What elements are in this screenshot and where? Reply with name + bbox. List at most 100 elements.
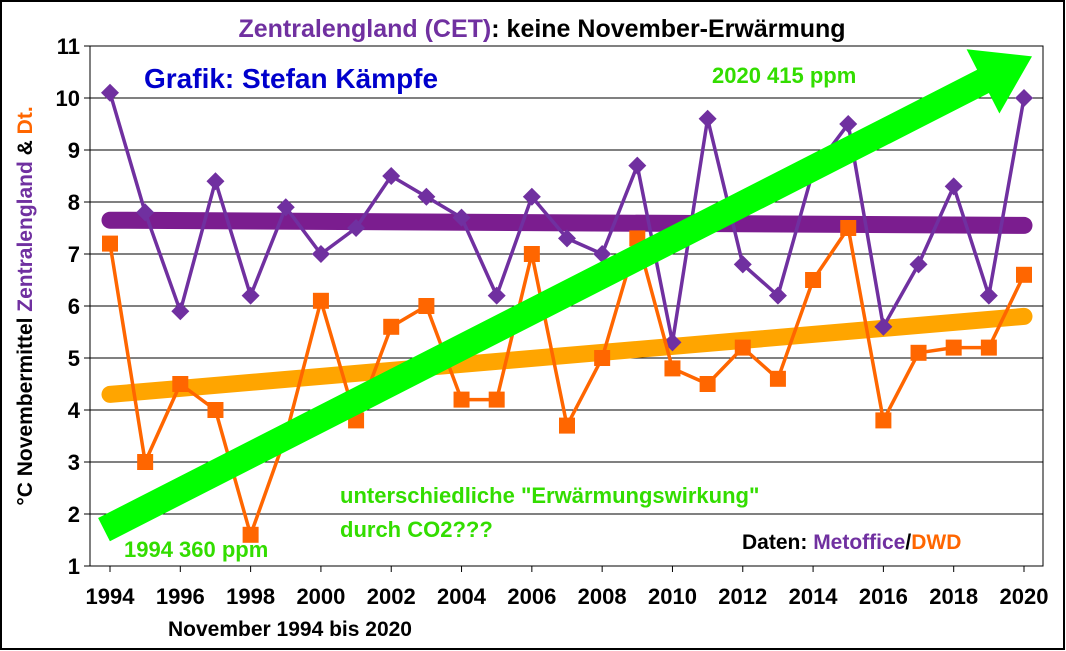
- point-dwd: [734, 339, 751, 356]
- point-dwd: [453, 391, 470, 408]
- plot-area: 1 2 3 4 5 6 7 8 9 10 11 1994 1996 1998 2000 2002 2004 20…: [56, 34, 1049, 609]
- y-tick-label: 5: [68, 346, 80, 371]
- x-tick-label: 2010: [648, 584, 697, 609]
- chart-title: Zentralengland (CET): keine November-Erw…: [238, 15, 845, 43]
- point-metoffice: [101, 83, 119, 102]
- point-dwd: [594, 350, 611, 366]
- source-legend: Daten: Metoffice/DWD: [742, 531, 961, 554]
- y-tick-label: 4: [68, 398, 81, 423]
- x-tick-label: 2004: [437, 584, 487, 609]
- point-metoffice: [768, 286, 787, 305]
- point-metoffice: [311, 245, 330, 263]
- point-dwd: [102, 235, 118, 252]
- point-metoffice: [698, 109, 717, 128]
- point-dwd: [172, 376, 189, 392]
- x-tick-label: 1994: [86, 584, 136, 609]
- point-metoffice: [347, 219, 366, 237]
- point-metoffice: [593, 245, 612, 263]
- x-tick-label: 1996: [156, 584, 205, 609]
- y-axis-label-part1: °C Novembermittel: [14, 312, 37, 506]
- x-tick-label: 2016: [859, 584, 908, 609]
- co2-end-label: 2020 415 ppm: [712, 63, 856, 88]
- source-metoffice: Metoffice: [813, 531, 905, 554]
- point-metoffice: [206, 172, 225, 191]
- point-dwd: [699, 376, 716, 392]
- x-tick-label: 2018: [929, 584, 978, 609]
- trend-line-metoffice: [101, 211, 1033, 234]
- trend-lines: [101, 211, 1033, 403]
- co2-arrow: [98, 49, 1033, 542]
- point-metoffice: [136, 203, 155, 222]
- point-metoffice: [909, 255, 928, 274]
- y-tick-label: 2: [68, 502, 80, 527]
- x-tick-label: 2000: [296, 584, 345, 609]
- y-tick-label: 10: [56, 86, 80, 111]
- point-dwd: [805, 272, 822, 288]
- source-dwd: DWD: [911, 531, 961, 554]
- co2-start-label: 1994 360 ppm: [124, 537, 268, 562]
- y-tick-label: 11: [57, 34, 80, 59]
- x-tick-label: 2014: [789, 584, 839, 609]
- point-dwd: [383, 318, 400, 335]
- point-dwd: [418, 298, 435, 314]
- x-tick-label: 2006: [507, 584, 556, 609]
- chart-title-part2: : keine November-Erwärmung: [491, 15, 845, 43]
- trend-line-dwd: [101, 307, 1033, 403]
- point-dwd: [488, 391, 505, 408]
- point-metoffice: [979, 286, 998, 305]
- point-dwd: [945, 339, 962, 356]
- x-tick-label: 2020: [1000, 584, 1049, 609]
- y-tick-label: 3: [68, 450, 80, 475]
- y-axis-label-part3: &: [14, 134, 37, 161]
- point-dwd: [559, 417, 575, 434]
- y-tick-label: 9: [68, 138, 80, 163]
- point-metoffice: [874, 317, 893, 336]
- point-dwd: [207, 402, 224, 418]
- x-tick-label: 2008: [578, 584, 627, 609]
- y-axis-label-part2: Zentralengland: [14, 161, 37, 312]
- y-tick-label: 7: [68, 242, 80, 267]
- point-metoffice: [944, 177, 963, 196]
- point-metoffice: [628, 156, 647, 175]
- point-metoffice: [276, 198, 295, 217]
- data-series: [101, 83, 1033, 543]
- x-tick-label: 2002: [367, 584, 416, 609]
- chart-title-part1: Zentralengland (CET): [238, 15, 491, 43]
- point-metoffice: [382, 167, 401, 185]
- point-metoffice: [241, 286, 260, 305]
- point-metoffice: [452, 208, 471, 227]
- x-tick-label: 2012: [718, 584, 767, 609]
- co2-arrow-layer: [98, 49, 1033, 542]
- x-axis-ticks: 1994 1996 1998 2000 2002 2004 2006 2008 2010 2012…: [86, 566, 1049, 609]
- point-dwd: [769, 370, 786, 387]
- point-dwd: [840, 220, 857, 236]
- source-prefix: Daten:: [742, 531, 813, 554]
- point-dwd: [664, 360, 681, 377]
- y-axis-label: °C Novembermittel Zentralengland & Dt.: [14, 106, 37, 505]
- point-metoffice: [839, 115, 858, 133]
- x-axis-label: November 1994 bis 2020: [168, 618, 412, 641]
- annotation-line2: durch CO2???: [340, 517, 493, 542]
- point-dwd: [875, 412, 892, 429]
- point-dwd: [523, 246, 540, 262]
- point-dwd: [137, 454, 154, 470]
- annotation-line1: unterschiedliche "Erwärmungswirkung": [340, 483, 759, 508]
- point-metoffice: [1015, 89, 1033, 107]
- y-tick-label: 6: [68, 294, 80, 319]
- chart-credit: Grafik: Stefan Kämpfe: [144, 63, 438, 94]
- point-metoffice: [733, 255, 752, 274]
- point-metoffice: [522, 187, 541, 206]
- point-metoffice: [171, 302, 190, 321]
- x-tick-label: 1998: [226, 584, 275, 609]
- point-dwd: [242, 526, 259, 543]
- y-tick-label: 8: [68, 190, 80, 215]
- point-dwd: [312, 292, 329, 309]
- point-metoffice: [558, 229, 576, 248]
- point-metoffice: [417, 187, 436, 206]
- y-tick-label: 1: [68, 554, 80, 579]
- point-metoffice: [487, 286, 506, 305]
- point-dwd: [980, 339, 997, 356]
- y-axis-label-part4: Dt.: [14, 106, 37, 134]
- point-dwd: [1016, 266, 1032, 283]
